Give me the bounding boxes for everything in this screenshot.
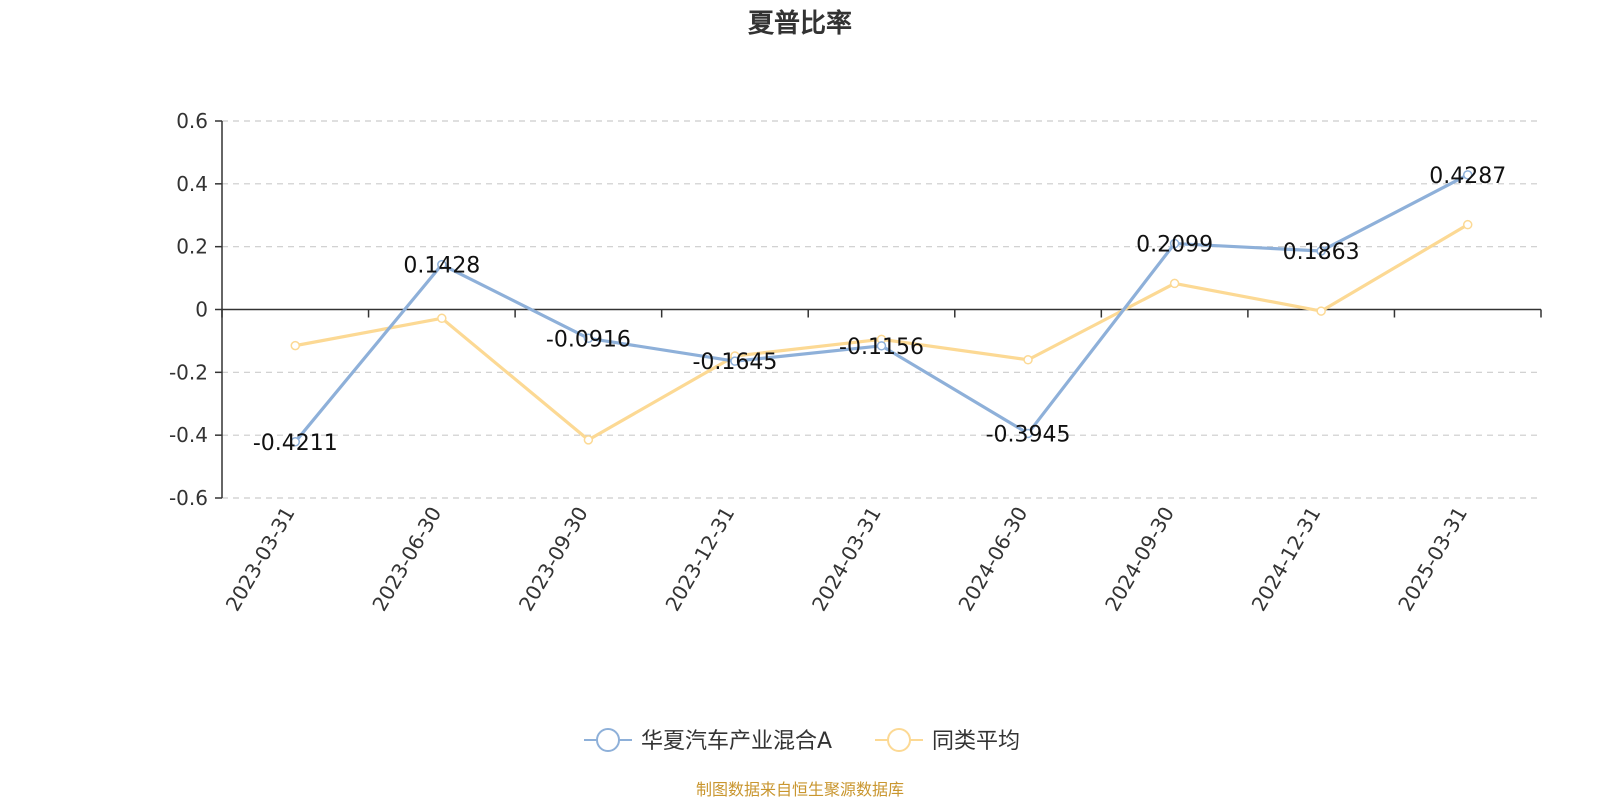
x-tick-label: 2023-06-30 — [367, 503, 446, 616]
legend-marker-1 — [887, 728, 911, 752]
y-tick-label: 0.2 — [176, 235, 208, 259]
data-label: -0.0916 — [546, 327, 631, 352]
data-point-1 — [290, 340, 301, 351]
data-label: 0.1428 — [403, 254, 480, 279]
x-tick-label: 2023-09-30 — [514, 503, 593, 616]
y-tick-label: -0.4 — [169, 423, 208, 447]
x-tick-label: 2024-06-30 — [953, 503, 1032, 616]
data-label: 0.4287 — [1429, 164, 1506, 189]
data-point-0 — [876, 341, 887, 351]
data-point-0 — [1316, 246, 1326, 256]
data-point-1 — [437, 313, 447, 324]
legend[interactable]: 华夏汽车产业混合A 同类平均 — [584, 728, 1020, 754]
y-tick-label: -0.2 — [169, 360, 208, 384]
data-label: -0.3945 — [986, 422, 1071, 447]
data-point-0 — [1169, 238, 1180, 249]
axes: 0.6 0.4 0.2 0 -0.2 -0.4 -0.6 2023-03-31 2023-06-… — [169, 109, 1542, 616]
data-labels: -0.4211 0.1428 -0.0916 -0.1645 -0.1156 -0.394… — [253, 164, 1506, 456]
data-label: -0.1156 — [839, 335, 924, 360]
data-label: -0.1645 — [692, 350, 777, 375]
chart-title: 夏普比率 — [748, 8, 852, 39]
legend-label-1: 同类平均 — [932, 729, 1020, 754]
legend-marker-0 — [596, 728, 620, 752]
data-point-1 — [1462, 219, 1473, 230]
x-tick-label: 2024-09-30 — [1100, 503, 1179, 616]
y-tick-label: 0.4 — [176, 172, 208, 196]
data-point-0 — [290, 437, 301, 447]
data-label: -0.4211 — [253, 431, 338, 456]
data-point-0 — [437, 259, 447, 270]
data-point-1 — [583, 435, 594, 445]
series-lines — [294, 173, 1469, 443]
data-points — [290, 170, 1473, 447]
y-tick-label: 0.6 — [176, 109, 208, 133]
data-point-0 — [730, 356, 740, 366]
data-point-1 — [1023, 355, 1033, 365]
x-tick-label: 2023-12-31 — [660, 503, 739, 616]
data-point-1 — [1316, 306, 1326, 316]
source-note: 制图数据来自恒生聚源数据库 — [696, 780, 904, 799]
y-tick-label: -0.6 — [169, 486, 208, 510]
data-point-1 — [1169, 278, 1180, 289]
data-label: 0.2099 — [1136, 233, 1213, 258]
data-label: 0.1863 — [1283, 240, 1360, 265]
series-line-0 — [294, 173, 1469, 443]
x-tick-label: 2023-03-31 — [221, 503, 300, 616]
x-tick-label: 2025-03-31 — [1393, 503, 1472, 616]
data-point-0 — [583, 333, 594, 344]
legend-label-0: 华夏汽车产业混合A — [641, 729, 832, 754]
x-tick-label: 2024-03-31 — [807, 503, 886, 616]
data-point-0 — [1023, 428, 1033, 439]
data-point-0 — [1462, 170, 1473, 180]
x-tick-label: 2024-12-31 — [1247, 503, 1326, 616]
y-tick-label: 0 — [195, 298, 208, 322]
